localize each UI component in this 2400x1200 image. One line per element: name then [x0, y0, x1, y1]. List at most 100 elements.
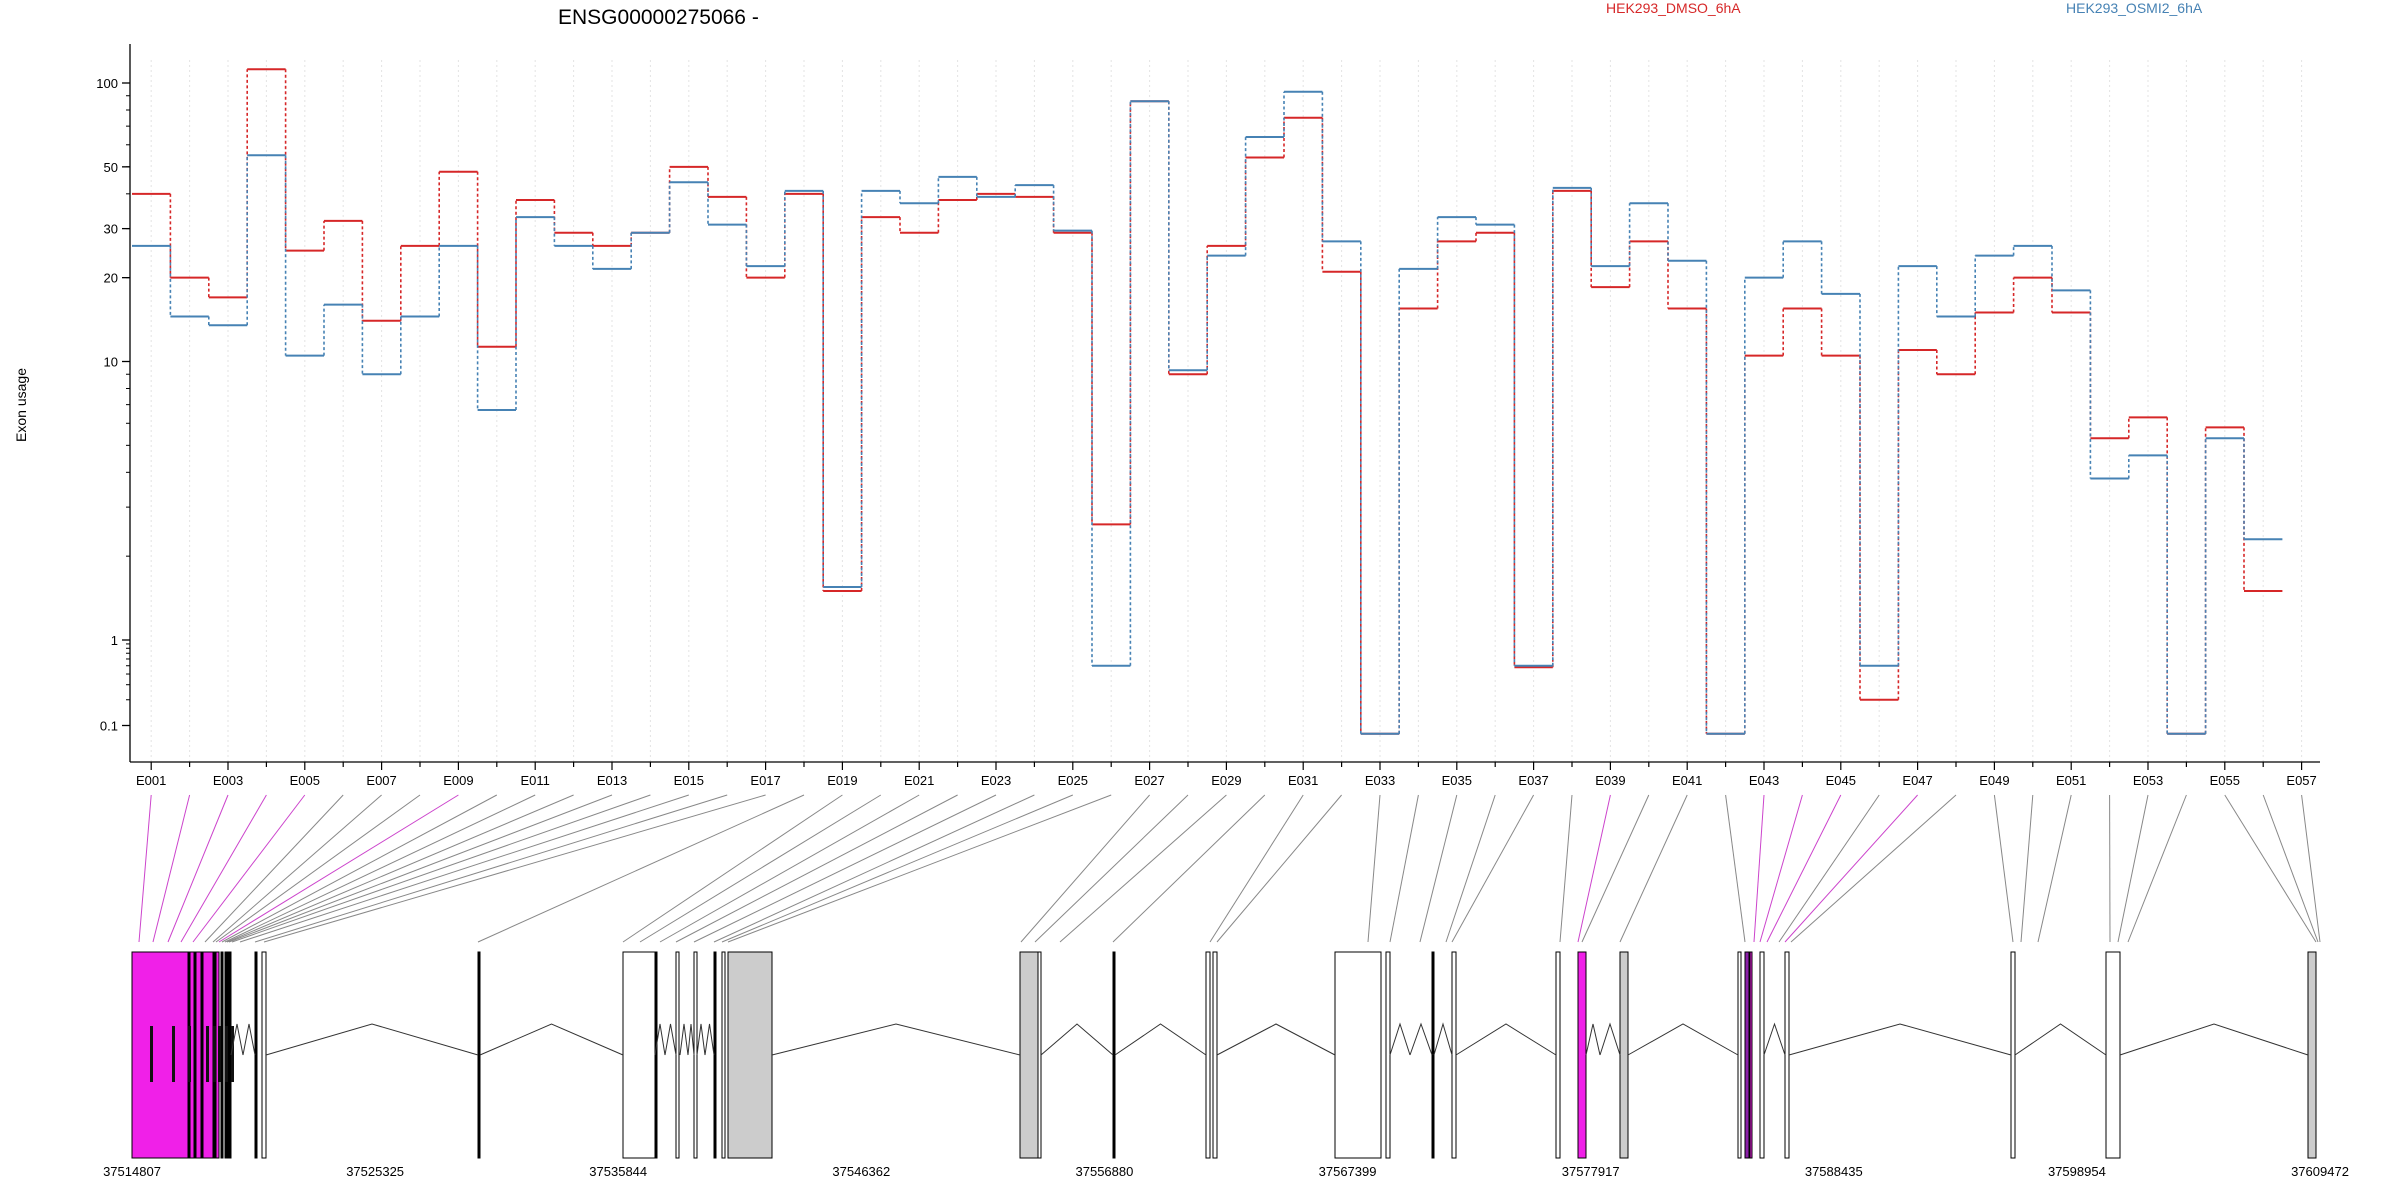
- y-tick-label-10: 10: [104, 355, 118, 370]
- exon-block: [1385, 951, 1391, 1159]
- connector-E009: [218, 794, 459, 943]
- connector-E001: [138, 794, 152, 943]
- exon-inner-mark: [213, 1026, 216, 1082]
- x-tick-label-E057: E057: [2286, 773, 2316, 788]
- connector-E037: [1451, 794, 1535, 943]
- x-tick-label-E017: E017: [750, 773, 780, 788]
- legend-label-osmi2: HEK293_OSMI2_6hA: [2066, 0, 2203, 16]
- exon-block: [1577, 951, 1587, 1159]
- exon-block: [1619, 951, 1629, 1159]
- connector-E044: [1759, 794, 1803, 943]
- genomic-tick-label-37525325: 37525325: [346, 1164, 404, 1179]
- exon-block: [220, 951, 224, 1159]
- connector-E003: [167, 794, 229, 943]
- intron-line: [1585, 1023, 1601, 1056]
- intron-line: [1599, 1022, 1621, 1056]
- intron-line: [1763, 1022, 1786, 1056]
- exon-inner-mark: [172, 1026, 175, 1082]
- exon-block: [1737, 951, 1742, 1159]
- exon-block: [261, 951, 267, 1159]
- exon-block: [131, 951, 189, 1159]
- exon-block: [622, 951, 656, 1159]
- connector-E019: [622, 794, 843, 943]
- x-tick-label-E035: E035: [1442, 773, 1472, 788]
- x-tick-label-E019: E019: [827, 773, 857, 788]
- x-tick-label-E023: E023: [981, 773, 1011, 788]
- genomic-tick-label-37598954: 37598954: [2048, 1164, 2106, 1179]
- exon-inner-mark: [218, 1026, 221, 1082]
- connector-E012: [226, 794, 574, 943]
- x-tick-label-E049: E049: [1979, 773, 2009, 788]
- connector-E035: [1419, 794, 1458, 943]
- x-axis: E001 E003 E005 E007 E009 E011 E013 E015 E017 E019…: [130, 761, 2320, 788]
- intron-line: [230, 1023, 244, 1056]
- exon-block: [2105, 951, 2121, 1159]
- intron-line: [2014, 1023, 2107, 1056]
- connector-E013: [228, 794, 613, 943]
- x-tick-label-E027: E027: [1134, 773, 1164, 788]
- connector-E045: [1766, 794, 1842, 943]
- exon-block: [254, 951, 258, 1159]
- genomic-tick-label-37609472: 37609472: [2291, 1164, 2349, 1179]
- x-tick-label-E043: E043: [1749, 773, 1779, 788]
- connector-E007: [212, 794, 382, 943]
- connector-E039: [1577, 794, 1611, 943]
- intron-line: [1389, 1022, 1411, 1056]
- connector-E026: [727, 794, 1112, 943]
- connector-E032: [1216, 794, 1342, 943]
- intron-line: [1455, 1023, 1557, 1056]
- x-tick-label-E009: E009: [443, 773, 473, 788]
- exon-block: [675, 951, 680, 1159]
- connector-E049: [1993, 794, 2014, 943]
- connector-E038: [1559, 794, 1573, 943]
- y-tick-label-1: 1: [111, 633, 118, 648]
- connector-E010: [221, 794, 498, 943]
- genomic-tick-label-37546362: 37546362: [832, 1164, 890, 1179]
- exon-inner-mark: [150, 1026, 153, 1082]
- connector-E006: [204, 794, 344, 943]
- exon-block: [1759, 951, 1765, 1159]
- x-tick-label-E053: E053: [2133, 773, 2163, 788]
- connector-E018: [477, 794, 805, 943]
- exon-connector-lines: [138, 794, 2321, 943]
- intron-line: [1433, 1022, 1453, 1056]
- x-tick-label-E021: E021: [904, 773, 934, 788]
- intron-line: [696, 1023, 706, 1056]
- y-axis-label: Exon usage: [13, 368, 29, 442]
- exon-block: [1212, 951, 1218, 1159]
- exon-block: [1784, 951, 1790, 1159]
- x-tick-label-E015: E015: [674, 773, 704, 788]
- x-tick-label-E033: E033: [1365, 773, 1395, 788]
- connector-E057: [2301, 794, 2321, 943]
- genomic-coordinate-axis: 37514807 37525325 37535844 37546362 37556880…: [103, 1164, 2349, 1179]
- connector-E051: [2037, 794, 2072, 943]
- connector-E056: [2262, 794, 2319, 943]
- connector-E050: [2020, 794, 2034, 943]
- x-tick-label-E011: E011: [520, 773, 549, 788]
- connector-E054: [2127, 794, 2187, 943]
- connector-E004: [180, 794, 267, 943]
- intron-line: [242, 1023, 256, 1056]
- chart-title: ENSG00000275066 -: [558, 6, 759, 29]
- exon-block: [1019, 951, 1039, 1159]
- exon-block: [721, 951, 726, 1159]
- connector-E016: [254, 794, 728, 943]
- connector-E023: [693, 794, 997, 943]
- intron-line: [1788, 1023, 2012, 1056]
- gene-model-track: [131, 951, 2317, 1159]
- exon-block: [1334, 951, 1382, 1159]
- y-axis: 100 50 30 20 10 1 0.1: [96, 44, 131, 762]
- genomic-tick-label-37535844: 37535844: [589, 1164, 647, 1179]
- intron-line: [664, 1023, 677, 1056]
- x-tick-label-E051: E051: [2056, 773, 2086, 788]
- exon-block: [727, 951, 773, 1159]
- genomic-tick-label-37567399: 37567399: [1319, 1164, 1377, 1179]
- exon-inner-mark: [225, 1026, 228, 1082]
- x-tick-label-E025: E025: [1058, 773, 1088, 788]
- x-tick-label-E007: E007: [366, 773, 396, 788]
- exon-block: [1555, 951, 1561, 1159]
- exon-block: [1205, 951, 1211, 1159]
- x-tick-label-E031: E031: [1288, 773, 1318, 788]
- intron-line: [1114, 1023, 1207, 1056]
- connector-E017: [263, 794, 766, 943]
